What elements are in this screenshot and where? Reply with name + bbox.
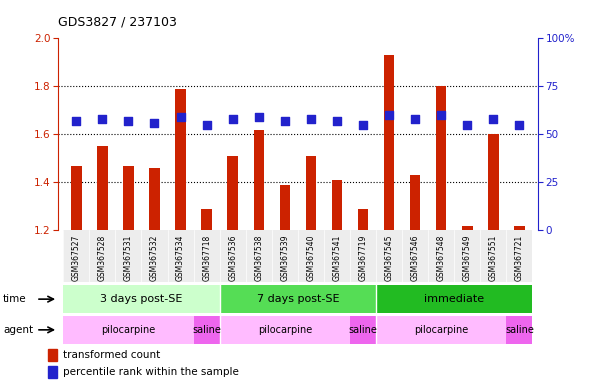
Text: GSM367721: GSM367721 — [515, 235, 524, 281]
Bar — [384, 55, 394, 230]
Point — [410, 116, 420, 122]
Bar — [254, 129, 264, 230]
Text: GSM367546: GSM367546 — [411, 235, 420, 281]
Text: agent: agent — [3, 325, 33, 335]
Text: GSM367541: GSM367541 — [332, 235, 342, 281]
Text: GSM367538: GSM367538 — [254, 235, 263, 281]
Bar — [436, 86, 447, 230]
Point — [358, 122, 368, 128]
Text: 7 days post-SE: 7 days post-SE — [257, 294, 339, 304]
Point — [254, 114, 264, 120]
Point — [306, 116, 316, 122]
Text: saline: saline — [349, 325, 378, 335]
Point — [228, 116, 238, 122]
Text: GSM367540: GSM367540 — [306, 235, 315, 281]
Point — [488, 116, 498, 122]
Point — [176, 114, 186, 120]
Point — [71, 118, 81, 124]
Text: GSM367527: GSM367527 — [71, 235, 81, 281]
Text: immediate: immediate — [424, 294, 485, 304]
Bar — [48, 349, 57, 361]
Bar — [48, 366, 57, 378]
Text: transformed count: transformed count — [63, 350, 160, 360]
Point — [202, 122, 211, 128]
Point — [463, 122, 472, 128]
Text: GSM367531: GSM367531 — [124, 235, 133, 281]
Bar — [202, 209, 212, 230]
Text: GSM367545: GSM367545 — [384, 235, 393, 281]
Text: GSM367549: GSM367549 — [463, 235, 472, 281]
Bar — [514, 225, 525, 230]
Point — [280, 118, 290, 124]
Point — [514, 122, 524, 128]
Bar — [149, 168, 159, 230]
Point — [150, 120, 159, 126]
Point — [98, 116, 108, 122]
Bar — [306, 156, 316, 230]
Text: GSM367719: GSM367719 — [359, 235, 368, 281]
Bar — [332, 180, 342, 230]
Point — [384, 112, 394, 118]
Text: GSM367548: GSM367548 — [437, 235, 446, 281]
Bar — [123, 166, 134, 230]
Point — [436, 112, 446, 118]
Text: GDS3827 / 237103: GDS3827 / 237103 — [58, 16, 177, 29]
Text: 3 days post-SE: 3 days post-SE — [100, 294, 183, 304]
Text: pilocarpine: pilocarpine — [414, 325, 469, 335]
Text: saline: saline — [505, 325, 534, 335]
Text: saline: saline — [192, 325, 221, 335]
Text: GSM367551: GSM367551 — [489, 235, 498, 281]
Text: GSM367534: GSM367534 — [176, 235, 185, 281]
Bar — [175, 89, 186, 230]
Text: time: time — [3, 294, 27, 304]
Bar — [71, 166, 81, 230]
Bar — [488, 134, 499, 230]
Bar — [410, 175, 420, 230]
Bar — [97, 146, 108, 230]
Bar — [227, 156, 238, 230]
Bar — [280, 185, 290, 230]
Point — [332, 118, 342, 124]
Text: pilocarpine: pilocarpine — [101, 325, 156, 335]
Text: GSM367528: GSM367528 — [98, 235, 107, 281]
Text: GSM367539: GSM367539 — [280, 235, 290, 281]
Text: GSM367532: GSM367532 — [150, 235, 159, 281]
Bar — [358, 209, 368, 230]
Bar — [462, 225, 472, 230]
Text: percentile rank within the sample: percentile rank within the sample — [63, 367, 239, 377]
Text: GSM367718: GSM367718 — [202, 235, 211, 281]
Text: pilocarpine: pilocarpine — [258, 325, 312, 335]
Text: GSM367536: GSM367536 — [228, 235, 237, 281]
Point — [123, 118, 133, 124]
